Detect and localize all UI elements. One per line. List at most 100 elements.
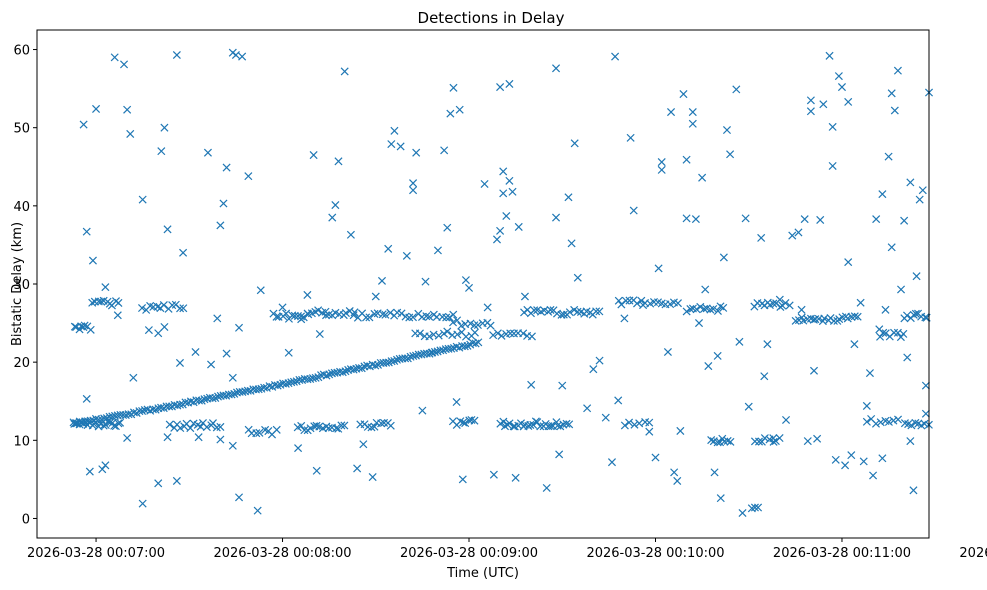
data-point bbox=[909, 486, 918, 495]
data-point bbox=[473, 321, 482, 330]
data-point bbox=[470, 328, 479, 337]
data-point bbox=[228, 373, 237, 382]
data-point bbox=[809, 366, 819, 375]
data-point bbox=[723, 436, 732, 445]
data-point bbox=[707, 436, 716, 445]
data-point bbox=[663, 347, 672, 357]
data-point bbox=[614, 396, 623, 405]
y-tick-label: 0 bbox=[22, 512, 30, 527]
data-point bbox=[558, 381, 567, 390]
data-point bbox=[657, 165, 666, 174]
data-point bbox=[713, 306, 722, 316]
data-point bbox=[719, 253, 728, 262]
data-point bbox=[897, 285, 906, 294]
data-point bbox=[282, 309, 291, 318]
data-point bbox=[769, 437, 778, 446]
data-point bbox=[340, 421, 349, 430]
data-point bbox=[750, 503, 759, 512]
data-point bbox=[309, 151, 318, 160]
data-point bbox=[234, 493, 244, 502]
data-point bbox=[138, 303, 147, 313]
data-point bbox=[461, 419, 470, 428]
data-point bbox=[311, 373, 320, 382]
data-point bbox=[878, 454, 887, 463]
data-point bbox=[760, 372, 769, 381]
data-point bbox=[813, 434, 822, 443]
data-point bbox=[595, 356, 604, 365]
data-point bbox=[782, 415, 791, 425]
data-point bbox=[350, 308, 359, 317]
data-point bbox=[679, 90, 688, 99]
data-point bbox=[489, 470, 498, 479]
data-point bbox=[869, 471, 878, 480]
data-point bbox=[401, 354, 410, 363]
data-point bbox=[412, 148, 421, 157]
data-point bbox=[415, 329, 424, 338]
data-point bbox=[126, 129, 135, 138]
data-point bbox=[696, 302, 705, 311]
data-point bbox=[704, 362, 713, 371]
data-point bbox=[278, 303, 287, 312]
x-tick-label: 2026-03-28 00:09:00 bbox=[400, 546, 538, 561]
y-tick-label: 50 bbox=[13, 122, 30, 137]
data-point bbox=[349, 311, 358, 320]
data-point bbox=[300, 426, 309, 435]
x-axis: 2026-03-28 00:07:00 2026-03-28 00:08:00 20… bbox=[27, 538, 987, 561]
data-point bbox=[371, 292, 380, 301]
data-point bbox=[825, 51, 834, 60]
data-point bbox=[552, 64, 561, 73]
data-point bbox=[219, 199, 228, 208]
data-point bbox=[381, 310, 390, 319]
data-point bbox=[464, 283, 474, 292]
data-point bbox=[626, 133, 635, 142]
data-point bbox=[256, 286, 265, 295]
y-tick-label: 40 bbox=[13, 200, 30, 215]
data-point bbox=[337, 421, 346, 430]
data-point bbox=[455, 105, 464, 114]
data-point bbox=[110, 421, 119, 430]
data-point bbox=[797, 305, 806, 314]
data-point bbox=[312, 421, 321, 430]
data-point bbox=[903, 353, 912, 362]
data-point bbox=[238, 52, 247, 61]
data-point bbox=[272, 312, 281, 321]
data-point bbox=[859, 457, 868, 466]
data-point bbox=[386, 308, 395, 317]
y-axis-title: Bistatic Delay (km) bbox=[10, 222, 25, 346]
data-point bbox=[365, 313, 374, 322]
data-point bbox=[726, 150, 735, 159]
data-point bbox=[440, 146, 449, 155]
data-point bbox=[806, 96, 815, 105]
data-point bbox=[104, 417, 113, 426]
data-point bbox=[467, 415, 476, 425]
data-point bbox=[884, 417, 893, 426]
data-point bbox=[573, 307, 582, 316]
data-point bbox=[322, 311, 331, 320]
data-point bbox=[620, 421, 629, 430]
data-point bbox=[645, 418, 654, 427]
data-point bbox=[698, 173, 707, 182]
data-point bbox=[216, 221, 225, 230]
data-point bbox=[907, 421, 916, 430]
data-point bbox=[110, 53, 119, 62]
data-point bbox=[483, 303, 492, 312]
data-point bbox=[82, 227, 91, 236]
data-point bbox=[844, 97, 853, 106]
data-point bbox=[595, 307, 604, 316]
data-point bbox=[314, 306, 323, 315]
data-point bbox=[853, 312, 862, 321]
data-point bbox=[378, 310, 387, 319]
data-point bbox=[370, 309, 379, 318]
data-point bbox=[165, 420, 174, 429]
data-point bbox=[306, 424, 315, 433]
data-point bbox=[819, 100, 828, 109]
data-point bbox=[113, 311, 122, 320]
data-point bbox=[253, 506, 262, 515]
data-point bbox=[894, 415, 903, 424]
data-point bbox=[409, 186, 418, 195]
data-point bbox=[651, 453, 660, 462]
data-point bbox=[806, 107, 815, 116]
data-point bbox=[377, 419, 386, 428]
data-point bbox=[881, 305, 890, 314]
